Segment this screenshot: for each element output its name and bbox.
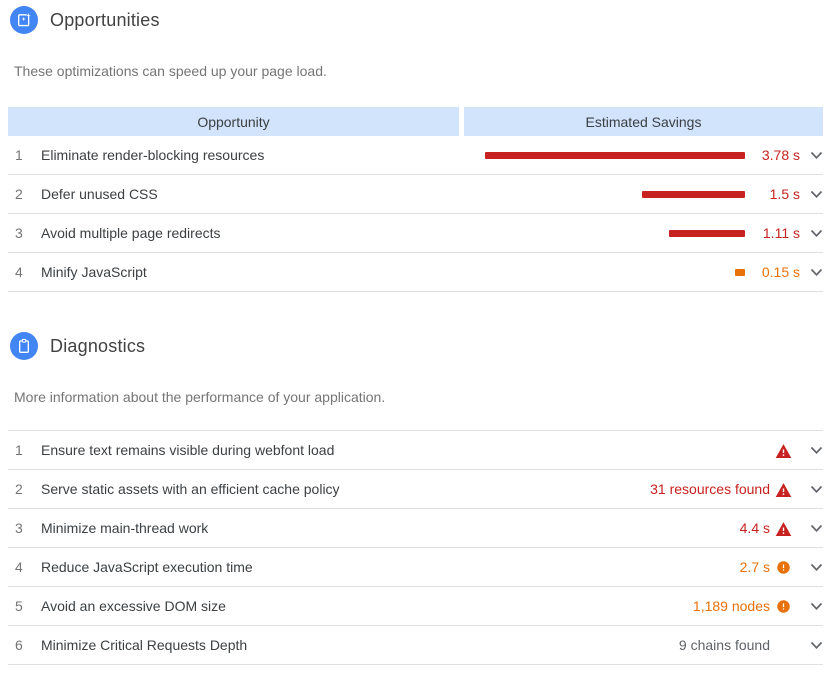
diagnostics-rows: 1 Ensure text remains visible during web… — [8, 430, 823, 665]
warning-icon — [775, 482, 792, 497]
diagnostic-value: 31 resources found — [650, 481, 770, 497]
opportunities-icon — [10, 6, 38, 34]
diagnostics-subtitle: More information about the performance o… — [14, 389, 386, 405]
row-number: 1 — [15, 442, 23, 458]
savings-bar-track — [477, 190, 745, 198]
savings-value: 1.11 s — [762, 225, 800, 241]
diagnostic-row[interactable]: 4 Reduce JavaScript execution time 2.7 s — [8, 548, 823, 587]
savings-value: 3.78 s — [761, 147, 800, 163]
row-label: Avoid multiple page redirects — [41, 225, 221, 241]
savings-bar-track — [477, 229, 745, 237]
savings-bar — [735, 268, 745, 276]
diagnostic-row[interactable]: 5 Avoid an excessive DOM size 1,189 node… — [8, 587, 823, 626]
row-number: 3 — [15, 520, 23, 536]
row-number: 2 — [15, 481, 23, 497]
diagnostic-value: 9 chains found — [678, 637, 770, 653]
opportunities-table-header: Opportunity Estimated Savings — [8, 107, 823, 136]
row-number: 5 — [15, 598, 23, 614]
row-number: 4 — [15, 559, 23, 575]
diagnostic-row[interactable]: 1 Ensure text remains visible during web… — [8, 431, 823, 470]
column-header-opportunity: Opportunity — [8, 107, 459, 136]
row-label: Defer unused CSS — [41, 186, 158, 202]
savings-bar — [642, 190, 745, 198]
diagnostics-icon — [10, 332, 38, 360]
opportunities-rows: 1 Eliminate render-blocking resources 3.… — [8, 136, 823, 292]
row-label: Eliminate render-blocking resources — [41, 147, 265, 163]
row-number: 6 — [15, 637, 23, 653]
row-label: Avoid an excessive DOM size — [41, 598, 226, 614]
opportunities-section-header: Opportunities — [8, 6, 823, 34]
chevron-down-icon[interactable] — [796, 446, 823, 455]
column-header-estimated-savings: Estimated Savings — [464, 107, 823, 136]
opportunities-subtitle: These optimizations can speed up your pa… — [14, 63, 327, 79]
diagnostic-value: 2.7 s — [739, 559, 770, 575]
row-label: Reduce JavaScript execution time — [41, 559, 253, 575]
diagnostics-title: Diagnostics — [50, 335, 146, 356]
chevron-down-icon[interactable] — [800, 190, 823, 199]
savings-bar-track — [477, 151, 745, 159]
chevron-down-icon[interactable] — [800, 151, 823, 160]
diagnostic-row[interactable]: 3 Minimize main-thread work 4.4 s — [8, 509, 823, 548]
report-content: Opportunities These optimizations can sp… — [8, 6, 823, 665]
savings-bar — [669, 229, 745, 237]
opportunity-row[interactable]: 1 Eliminate render-blocking resources 3.… — [8, 136, 823, 175]
savings-bar — [485, 151, 745, 159]
diagnostic-row[interactable]: 2 Serve static assets with an efficient … — [8, 470, 823, 509]
row-label: Minimize Critical Requests Depth — [41, 637, 248, 653]
row-label: Minimize main-thread work — [41, 520, 209, 536]
chevron-down-icon[interactable] — [800, 268, 823, 277]
warning-icon — [775, 443, 792, 458]
chevron-down-icon[interactable] — [800, 229, 823, 238]
chevron-down-icon[interactable] — [796, 485, 823, 494]
row-label: Minify JavaScript — [41, 264, 147, 280]
row-number: 3 — [15, 225, 23, 241]
row-number: 1 — [15, 147, 23, 163]
opportunities-title: Opportunities — [50, 9, 160, 30]
savings-value: 1.5 s — [769, 186, 800, 202]
row-label: Ensure text remains visible during webfo… — [41, 442, 335, 458]
diagnostic-value: 4.4 s — [739, 520, 770, 536]
chevron-down-icon[interactable] — [796, 524, 823, 533]
opportunity-row[interactable]: 4 Minify JavaScript 0.15 s — [8, 253, 823, 292]
alert-info-icon — [776, 599, 791, 614]
savings-value: 0.15 s — [761, 264, 800, 280]
alert-info-icon — [776, 560, 791, 575]
opportunity-row[interactable]: 3 Avoid multiple page redirects 1.11 s — [8, 214, 823, 253]
warning-icon — [775, 521, 792, 536]
row-number: 4 — [15, 264, 23, 280]
diagnostic-row[interactable]: 6 Minimize Critical Requests Depth 9 cha… — [8, 626, 823, 665]
row-number: 2 — [15, 186, 23, 202]
savings-bar-track — [477, 268, 745, 276]
chevron-down-icon[interactable] — [796, 641, 823, 650]
chevron-down-icon[interactable] — [796, 602, 823, 611]
opportunity-row[interactable]: 2 Defer unused CSS 1.5 s — [8, 175, 823, 214]
row-label: Serve static assets with an efficient ca… — [41, 481, 340, 497]
diagnostic-value: 1,189 nodes — [692, 598, 770, 614]
chevron-down-icon[interactable] — [796, 563, 823, 572]
diagnostics-section-header: Diagnostics — [8, 332, 823, 360]
